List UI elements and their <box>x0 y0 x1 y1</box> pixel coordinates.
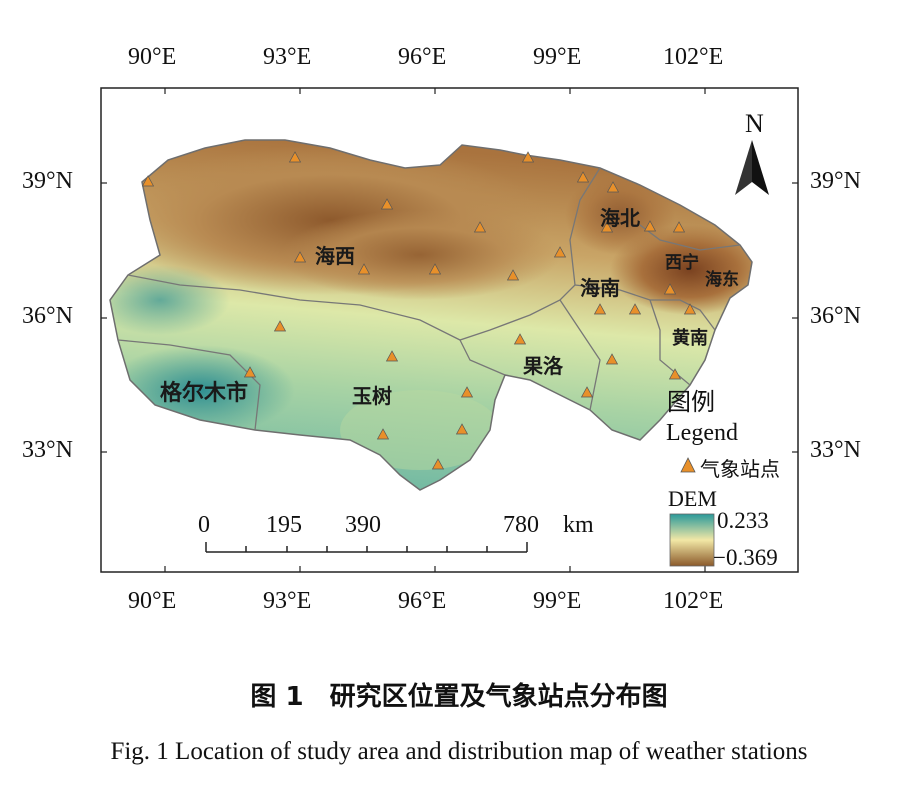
station-marker-icon <box>643 220 657 232</box>
left-lat-label: 33°N <box>22 437 73 463</box>
station-marker-icon <box>380 198 394 210</box>
station-marker-icon <box>293 251 307 263</box>
right-lat-label: 39°N <box>810 168 861 194</box>
station-marker-icon <box>385 350 399 362</box>
region-label-hainan: 海南 <box>580 276 620 300</box>
bottom-lon-label: 96°E <box>398 588 447 614</box>
station-marker-icon <box>672 221 686 233</box>
legend-title-en: Legend <box>666 420 738 446</box>
region-label-haixi: 海西 <box>315 244 355 268</box>
figure-caption-cn: 图 1 研究区位置及气象站点分布图 <box>250 682 668 712</box>
station-marker-icon <box>243 366 257 378</box>
legend-dem-low: −0.369 <box>713 545 778 570</box>
province-outline <box>109 139 753 491</box>
right-lat-label: 36°N <box>810 303 861 329</box>
station-marker-icon <box>521 151 535 163</box>
legend-dem-high: 0.233 <box>717 508 769 533</box>
station-marker-icon <box>628 303 642 315</box>
legend-station-label: 气象站点 <box>700 457 780 481</box>
station-marker-icon <box>431 458 445 470</box>
scale-unit: km <box>563 512 594 538</box>
station-marker-icon <box>460 386 474 398</box>
top-lon-label: 96°E <box>398 44 447 70</box>
station-marker-icon <box>663 283 677 295</box>
station-marker-icon <box>553 246 567 258</box>
scale-label: 390 <box>345 512 381 538</box>
station-marker-icon <box>513 333 527 345</box>
region-label-golmud: 格尔木市 <box>160 381 249 406</box>
dem-color-bar <box>669 513 715 567</box>
station-marker-icon <box>288 151 302 163</box>
station-marker-icon <box>357 263 371 275</box>
region-label-haidong: 海东 <box>705 270 739 290</box>
station-marker-icon <box>605 353 619 365</box>
legend-title-cn: 图例 <box>667 388 715 416</box>
map-frame <box>100 87 799 573</box>
station-marker-icon <box>455 423 469 435</box>
station-marker-icon <box>606 181 620 193</box>
station-marker-icon <box>580 386 594 398</box>
station-marker-icon <box>428 263 442 275</box>
region-label-guoluo: 果洛 <box>523 354 563 378</box>
top-lon-label: 90°E <box>128 44 177 70</box>
figure-caption-en: Fig. 1 Location of study area and distri… <box>110 738 808 765</box>
north-label: N <box>745 109 764 138</box>
scale-label: 780 <box>503 512 539 538</box>
station-marker-icon <box>576 171 590 183</box>
region-label-huangnan: 黄南 <box>672 328 708 349</box>
region-label-haibei: 海北 <box>600 206 640 230</box>
station-marker-icon <box>273 320 287 332</box>
station-marker-icon <box>683 303 697 315</box>
station-marker-icon <box>473 221 487 233</box>
station-marker-icon <box>593 303 607 315</box>
left-lat-label: 36°N <box>22 303 73 329</box>
scale-label: 0 <box>198 512 210 538</box>
top-lon-label: 93°E <box>263 44 312 70</box>
region-label-yushu: 玉树 <box>352 384 392 408</box>
region-label-xining: 西宁 <box>665 253 699 273</box>
right-lat-label: 33°N <box>810 437 861 463</box>
bottom-lon-label: 90°E <box>128 588 177 614</box>
frame-ticks <box>101 88 798 572</box>
weather-stations <box>141 151 697 470</box>
station-marker-icon <box>376 428 390 440</box>
station-marker-icon <box>600 221 614 233</box>
station-marker-icon <box>141 175 155 187</box>
bottom-lon-label: 93°E <box>263 588 312 614</box>
bottom-lon-label: 99°E <box>533 588 582 614</box>
legend-dem-title: DEM <box>668 486 717 511</box>
station-marker-icon <box>506 269 520 281</box>
top-lon-label: 102°E <box>663 44 724 70</box>
left-lat-label: 39°N <box>22 168 73 194</box>
legend-station-icon <box>680 457 696 473</box>
top-lon-label: 99°E <box>533 44 582 70</box>
station-marker-icon <box>668 368 682 380</box>
scale-bar <box>205 542 528 553</box>
north-arrow-icon <box>735 140 769 195</box>
bottom-lon-label: 102°E <box>663 588 724 614</box>
scale-label: 195 <box>266 512 302 538</box>
